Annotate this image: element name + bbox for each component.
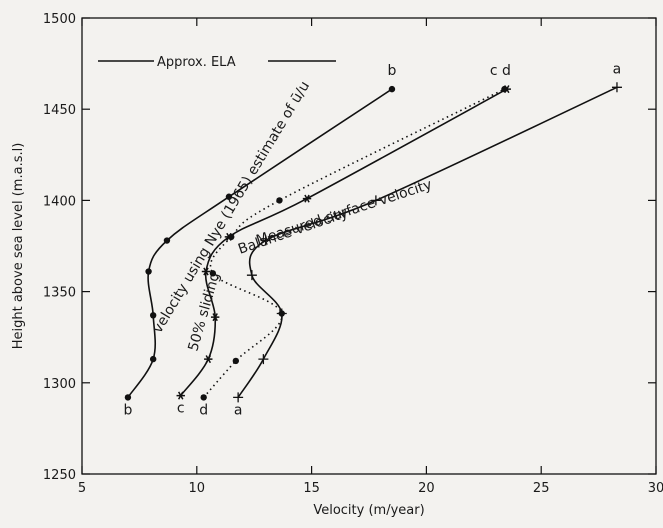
series-end-label-c: c [490,63,498,79]
x-tick-label: 10 [189,481,206,496]
legend-label: Approx. ELA [157,55,236,70]
series-start-label-a: a [234,402,243,418]
data-point-b [149,312,157,319]
data-point-d [232,357,240,365]
y-tick-label: 1400 [43,194,76,209]
data-point-d [209,270,217,277]
data-point-a [276,308,287,319]
data-point-a [246,270,257,281]
data-point-c [302,194,312,203]
y-tick-label: 1300 [43,377,76,392]
series-line-a [237,86,618,398]
x-tick-label: 15 [303,481,320,496]
data-point-a [370,195,381,206]
x-tick-label: 5 [78,481,86,496]
legend: Approx. ELA [98,55,336,70]
y-tick-label: 1250 [43,468,76,483]
data-point-c [204,355,213,364]
data-point-c [210,313,220,322]
series-end-label-a: a [613,61,622,77]
series-line-c [180,88,508,397]
series-start-label-c: c [177,401,185,417]
data-point-b [163,237,171,244]
data-point-d [200,394,207,401]
data-point-b [145,268,152,275]
data-point-c [201,267,211,276]
series-end-label-b: b [388,63,397,79]
curve-label-a: Measured surface velocity [254,177,434,249]
series-end-label-d: d [502,63,511,79]
data-point-a [233,392,244,403]
x-tick-label: 30 [648,481,663,496]
data-point-b [388,85,396,93]
y-tick-label: 1450 [43,103,76,118]
x-tick-label: 20 [418,481,435,496]
data-point-c [176,391,185,400]
data-point-d [228,233,235,241]
series-start-label-b: b [123,402,132,418]
series-start-label-d: d [199,402,208,418]
x-tick-label: 25 [533,481,550,496]
plot-frame [81,17,657,475]
x-axis-title: Velocity (m/year) [313,503,424,518]
data-point-b [124,394,132,401]
series-line-d [203,88,505,398]
data-point-a [260,235,271,246]
y-axis-title: Height above sea level (m.a.s.l) [11,143,26,350]
data-point-b [225,193,233,200]
data-point-d [501,85,508,93]
y-tick-label: 1350 [43,286,76,301]
data-point-d [276,197,283,204]
y-tick-label: 1500 [43,12,76,27]
data-point-b [149,355,157,363]
data-point-a [611,82,622,93]
data-point-a [258,354,269,365]
